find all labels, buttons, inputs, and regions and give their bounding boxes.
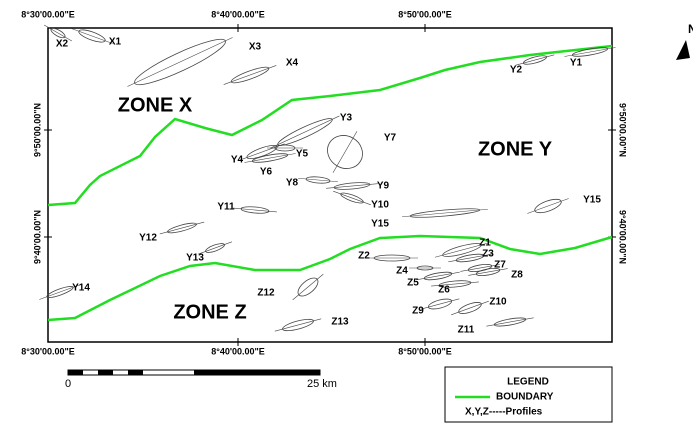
scale-end: 25 km xyxy=(307,378,337,390)
lon-label: 8°30'00.00"E xyxy=(21,346,75,356)
profile-label: Z13 xyxy=(331,317,349,328)
profile-label: Y13 xyxy=(186,253,204,264)
lon-label: 8°50'00.00"E xyxy=(398,9,452,19)
legend-item: BOUNDARY xyxy=(496,392,554,403)
profile-line xyxy=(270,115,340,149)
profile-label: Z4 xyxy=(396,266,408,277)
profile-label: Z11 xyxy=(458,325,475,336)
lat-label: 9°40'00.00"N xyxy=(618,210,628,264)
profile-label: X2 xyxy=(56,39,69,50)
profile-label: Y9 xyxy=(377,181,390,192)
profile-label: Z10 xyxy=(489,297,507,308)
legend: LEGEND BOUNDARY X,Y,Z-----Profiles xyxy=(444,366,613,423)
map-frame xyxy=(47,27,613,343)
profile-line xyxy=(159,221,205,235)
profile-label: Z1 xyxy=(479,238,491,249)
profile-line xyxy=(527,198,569,214)
frame-ticks xyxy=(44,24,616,346)
profile-label: Z5 xyxy=(407,278,419,289)
profile-label: Z9 xyxy=(412,306,424,317)
profile-label: Z7 xyxy=(494,260,506,271)
profile-line xyxy=(223,65,277,85)
profile-label: Y7 xyxy=(384,133,397,144)
lat-label: 9°40'00.00"N xyxy=(32,210,42,264)
profile-line xyxy=(326,183,378,189)
profile-line xyxy=(43,24,73,42)
profile-label: X3 xyxy=(249,42,262,53)
profile-label: Z8 xyxy=(511,270,523,281)
profile-label: Y14 xyxy=(72,283,90,294)
profile-label: Y6 xyxy=(260,167,273,178)
profile-label: Y1 xyxy=(570,58,583,69)
profile-label: X1 xyxy=(109,37,122,48)
profile-label: Y15 xyxy=(583,195,601,206)
north-label: N xyxy=(688,22,693,36)
zone-label: ZONE X xyxy=(118,94,193,116)
profiles: X1 X2 X3 X4 Y1 Y2 Y3 Y4 Y5 Y6 Y7 Y8 Y9 Y10 Y11 Y12 Y13 Y1… xyxy=(39,24,616,336)
profile-line xyxy=(39,284,81,300)
profile-label: Z3 xyxy=(482,249,494,260)
lon-label: 8°50'00.00"E xyxy=(398,346,452,356)
legend-item: X,Y,Z-----Profiles xyxy=(465,407,543,418)
profile-line xyxy=(127,37,233,87)
profile-line xyxy=(564,47,616,57)
profile-line xyxy=(298,177,338,183)
scale-bar: 0 25 km xyxy=(65,369,337,390)
profile-line xyxy=(420,298,460,310)
profile-label: Y10 xyxy=(371,200,389,211)
lon-label: 8°30'00.00"E xyxy=(21,9,75,19)
profile-line xyxy=(332,131,358,173)
profile-label: Y2 xyxy=(510,65,523,76)
profile-line xyxy=(71,28,113,44)
profile-line xyxy=(448,253,492,263)
profile-label: Y12 xyxy=(139,233,157,244)
lon-label: 8°40'00.00"E xyxy=(211,9,265,19)
scale-start: 0 xyxy=(65,378,71,390)
profile-line xyxy=(416,271,460,281)
profile-label: Y15 xyxy=(371,219,389,230)
profile-line xyxy=(515,54,555,66)
profile-line xyxy=(244,153,296,163)
lat-label: 9°50'00.00"N xyxy=(618,103,628,157)
profile-line xyxy=(274,318,322,332)
profile-label: Y8 xyxy=(286,178,299,189)
lat-label: 9°50'00.00"N xyxy=(32,103,42,157)
zone-label: ZONE Z xyxy=(173,301,246,323)
boundary-north xyxy=(47,44,613,207)
lon-label: 8°40'00.00"E xyxy=(211,346,265,356)
profile-line xyxy=(431,281,479,287)
profile-label: Y5 xyxy=(296,149,309,160)
north-arrow: N xyxy=(676,22,693,60)
profile-line xyxy=(197,241,233,255)
zone-label: ZONE Y xyxy=(478,138,553,160)
boundary-south xyxy=(47,234,613,322)
profile-label: Y4 xyxy=(231,155,244,166)
profile-line xyxy=(486,317,534,327)
profile-line xyxy=(468,268,508,276)
profile-line xyxy=(460,264,500,272)
profile-label: Y11 xyxy=(217,202,235,213)
profile-line xyxy=(333,190,371,206)
profile-label: Z2 xyxy=(358,251,370,262)
profile-label: X4 xyxy=(286,58,299,69)
profile-label: Y3 xyxy=(340,113,353,124)
legend-title: LEGEND xyxy=(507,377,549,388)
profile-label: Z6 xyxy=(438,285,450,296)
profile-line xyxy=(292,273,324,301)
profile-line xyxy=(402,208,488,218)
profile-line xyxy=(451,300,489,316)
profile-line xyxy=(233,207,277,213)
profile-line xyxy=(434,242,490,258)
profile-label: Z12 xyxy=(257,288,275,299)
